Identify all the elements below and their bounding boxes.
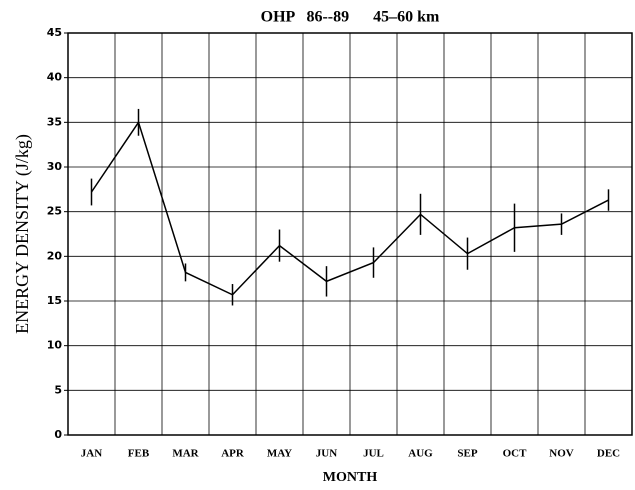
y-tick-label: 15	[47, 294, 62, 307]
x-tick-label: JUN	[316, 448, 337, 460]
x-axis-label: MONTH	[323, 470, 378, 485]
x-tick-label: SEP	[457, 448, 477, 460]
plot-frame	[67, 32, 633, 436]
y-tick-label: 10	[47, 339, 63, 352]
chart-title: OHP 86--89 45–60 km	[261, 9, 440, 26]
x-tick-label: APR	[221, 448, 245, 460]
x-tick-label: FEB	[128, 448, 150, 460]
y-axis-label: ENERGY DENSITY (J/kg)	[12, 134, 33, 334]
data-line	[90, 120, 609, 296]
y-tick-label: 5	[54, 383, 62, 396]
y-tick-label: 40	[47, 71, 63, 84]
x-tick-label: JUL	[363, 448, 384, 460]
y-tick-label: 20	[47, 249, 63, 262]
x-tick-label: MAY	[267, 448, 292, 460]
x-tick-label: OCT	[503, 448, 528, 460]
x-tick-label: AUG	[408, 448, 433, 460]
x-tick-label: JAN	[81, 448, 102, 460]
y-tick-label: 30	[47, 160, 63, 173]
y-tick-label: 0	[54, 428, 62, 441]
y-tick-label: 45	[47, 26, 62, 39]
y-tick-label: 35	[47, 115, 62, 128]
x-tick-label: DEC	[597, 448, 620, 460]
x-tick-label: MAR	[172, 448, 199, 460]
x-tick-label: NOV	[549, 448, 574, 460]
y-tick-label: 25	[47, 205, 62, 218]
